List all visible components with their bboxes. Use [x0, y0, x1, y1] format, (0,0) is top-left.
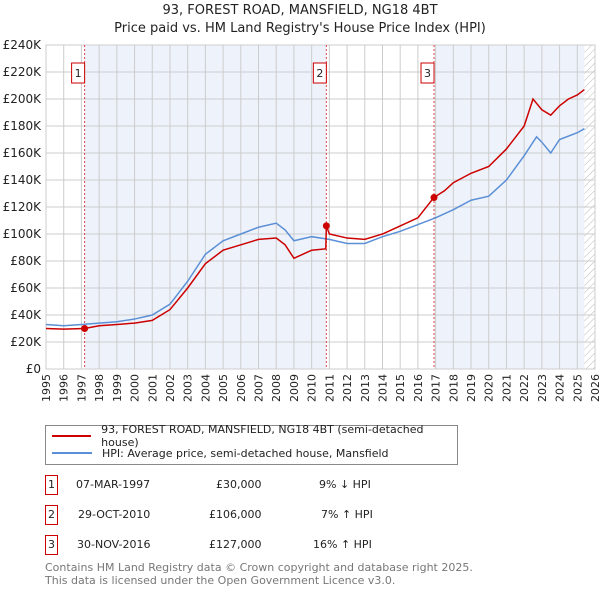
x-tick-label: 2007 [253, 374, 266, 402]
chart-subtitle: Price paid vs. HM Land Registry's House … [114, 21, 486, 36]
sale-marker: 2 [45, 505, 58, 525]
x-tick-label: 1995 [40, 374, 53, 402]
x-tick-label: 2021 [500, 374, 513, 402]
footer-line: This data is licensed under the Open Gov… [45, 574, 396, 587]
sale-label-box [312, 62, 327, 84]
y-tick-label: £160K [3, 146, 43, 160]
x-tick-label: 2019 [465, 374, 478, 402]
x-tick-label: 1997 [75, 374, 88, 402]
y-tick-label: £100K [3, 227, 43, 241]
sale-label-box [71, 62, 86, 84]
legend-item-property: 93, FOREST ROAD, MANSFIELD, NG18 4BT (se… [52, 423, 457, 449]
legend: 93, FOREST ROAD, MANSFIELD, NG18 4BT (se… [45, 423, 458, 465]
sale-hpi: 16% ↑ HPI [313, 538, 372, 551]
x-tick-label: 2018 [447, 374, 460, 402]
y-tick-label: £60K [10, 281, 42, 295]
x-tick-label: 2026 [589, 374, 600, 402]
x-tick-label: 2020 [483, 374, 496, 402]
x-tick-label: 2004 [199, 374, 212, 402]
sale-price: £106,000 [209, 508, 262, 521]
y-tick-label: £240K [3, 38, 43, 52]
y-tick-label: £120K [3, 200, 43, 214]
sale-marker: 1 [45, 475, 58, 495]
legend-label: HPI: Average price, semi-detached house,… [102, 446, 389, 460]
y-tick-label: £80K [10, 254, 42, 268]
sale-point [322, 222, 330, 230]
sale-date: 29-OCT-2010 [78, 508, 151, 521]
sale-label: 3 [424, 67, 431, 80]
x-tick-label: 1998 [93, 374, 106, 402]
x-tick-label: 2000 [129, 374, 142, 402]
footer: Contains HM Land Registry data © Crown c… [45, 561, 473, 587]
x-tick-label: 2002 [164, 374, 177, 402]
sale-row: 2 29-OCT-2010 £106,000 7% ↑ HPI [45, 505, 445, 525]
x-tick-label: 2005 [217, 374, 230, 402]
legend-label: 93, FOREST ROAD, MANSFIELD, NG18 4BT (se… [101, 423, 424, 449]
x-tick-label: 2010 [306, 374, 319, 402]
y-tick-label: £20K [10, 335, 42, 349]
x-tick-label: 2023 [536, 374, 549, 402]
sale-hpi: 9% ↓ HPI [319, 478, 371, 491]
price-chart: £0 £20K £40K £60K £80K £100K £120K £140K £160K £1… [3, 38, 600, 402]
x-tick-label: 1999 [111, 374, 124, 402]
sale-point [81, 325, 89, 332]
sale-label: 2 [316, 67, 323, 80]
x-tick-label: 2011 [323, 374, 336, 402]
sale-label: 1 [75, 67, 82, 80]
sale-label-box [420, 62, 435, 84]
x-tick-label: 2025 [571, 374, 584, 402]
chart-title: 93, FOREST ROAD, MANSFIELD, NG18 4BT [162, 3, 438, 18]
legend-swatch [52, 452, 92, 454]
x-tick-label: 2024 [554, 374, 567, 402]
x-tick-label: 2001 [146, 374, 159, 402]
sale-date: 30-NOV-2016 [77, 538, 151, 551]
x-tick-label: 2009 [288, 374, 301, 402]
plot-frame [45, 44, 596, 370]
sale-price: £127,000 [209, 538, 262, 551]
y-tick-label: £0 [26, 362, 41, 376]
sale-hpi: 7% ↑ HPI [321, 508, 373, 521]
x-tick-label: 2003 [182, 374, 195, 402]
x-tick-label: 2013 [359, 374, 372, 402]
sale-marker: 3 [45, 535, 58, 555]
sale-row: 3 30-NOV-2016 £127,000 16% ↑ HPI [45, 535, 445, 555]
sale-price: £30,000 [216, 478, 262, 491]
x-tick-label: 2008 [270, 374, 283, 402]
x-tick-label: 2017 [430, 374, 443, 402]
hpi-line [45, 128, 585, 327]
footer-line: Contains HM Land Registry data © Crown c… [45, 561, 473, 574]
y-tick-label: £40K [10, 308, 42, 322]
x-tick-label: 2012 [341, 374, 354, 402]
x-tick-label: 1996 [58, 374, 71, 402]
x-tick-label: 2016 [412, 374, 425, 402]
y-tick-label: £180K [3, 119, 43, 133]
y-tick-label: £200K [3, 92, 43, 106]
x-tick-label: 2014 [376, 374, 389, 402]
y-tick-label: £220K [3, 65, 43, 79]
x-tick-label: 2015 [394, 374, 407, 402]
sale-date: 07-MAR-1997 [76, 478, 151, 491]
x-tick-label: 2006 [235, 374, 248, 402]
y-tick-label: £140K [3, 173, 43, 187]
x-tick-label: 2022 [518, 374, 531, 402]
property-price-line [45, 88, 585, 330]
legend-swatch [52, 435, 92, 437]
sale-row: 1 07-MAR-1997 £30,000 9% ↓ HPI [45, 475, 445, 495]
legend-item-hpi: HPI: Average price, semi-detached house,… [52, 445, 389, 461]
sale-point [430, 194, 438, 202]
